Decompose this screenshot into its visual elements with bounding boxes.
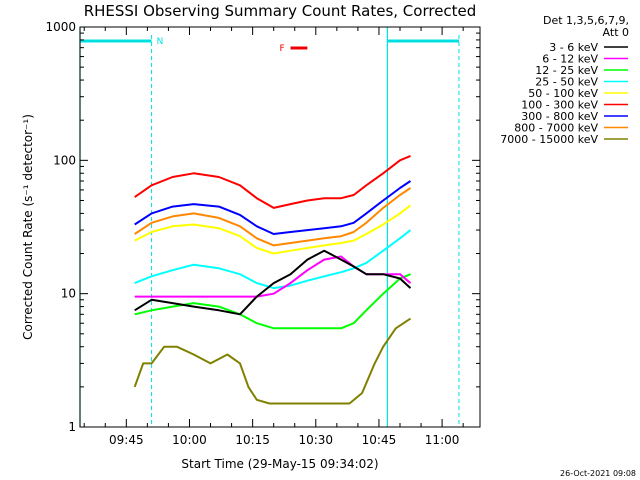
annotations: NF [79,27,460,427]
series-800-7000-kev [134,187,412,247]
date-stamp: 26-Oct-2021 09:08 [560,469,636,478]
plot-frame [79,26,481,428]
legend-label: 3 - 6 keV [549,41,598,54]
x-tick-label: 10:30 [298,433,333,447]
legend-label: 7000 - 15000 keV [500,133,598,146]
ticks: 1 10 100 1000 09:45 10:00 10:15 10:30 10:45 11:00 [45,20,480,447]
y-tick-label: 100 [53,153,76,167]
series-25-50-kev [134,229,412,290]
flare-label: F [280,44,285,54]
legend-label: 25 - 50 keV [535,76,598,89]
x-tick-label: 10:00 [172,433,207,447]
series-layer [133,154,412,405]
x-tick-label: 10:15 [235,433,270,447]
night-label: N [157,37,164,47]
legend-label: 800 - 7000 keV [514,122,598,135]
legend-label: 6 - 12 keV [542,53,598,66]
x-tick-label: 09:45 [109,433,144,447]
y-tick-label: 10 [61,287,76,301]
legend-label: 50 - 100 keV [528,87,598,100]
legend-label: 12 - 25 keV [535,64,598,77]
series-100-300-kev [134,154,411,209]
x-axis-label: Start Time (29-May-15 09:34:02) [181,457,378,471]
series-50-100-kev [134,204,412,255]
chart-title: RHESSI Observing Summary Count Rates, Co… [84,2,477,20]
legend-header-1: Det 1,3,5,6,7,9, [543,14,629,27]
y-tick-label: 1 [68,420,76,434]
series-3-6-kev [134,249,412,316]
x-tick-label: 11:00 [425,433,460,447]
series-300-800-kev [134,180,412,235]
legend-label: 100 - 300 keV [521,99,598,112]
y-axis-label: Corrected Count Rate (s⁻¹ detector⁻¹) [21,114,35,340]
legend-header-2: Att 0 [603,26,629,39]
y-tick-label: 1000 [45,20,76,34]
series-7000-15000-kev [133,317,412,405]
legend-label: 300 - 800 keV [521,110,598,123]
x-tick-label: 10:45 [362,433,397,447]
series-6-12-kev [134,255,412,298]
series-12-25-kev [134,273,411,330]
